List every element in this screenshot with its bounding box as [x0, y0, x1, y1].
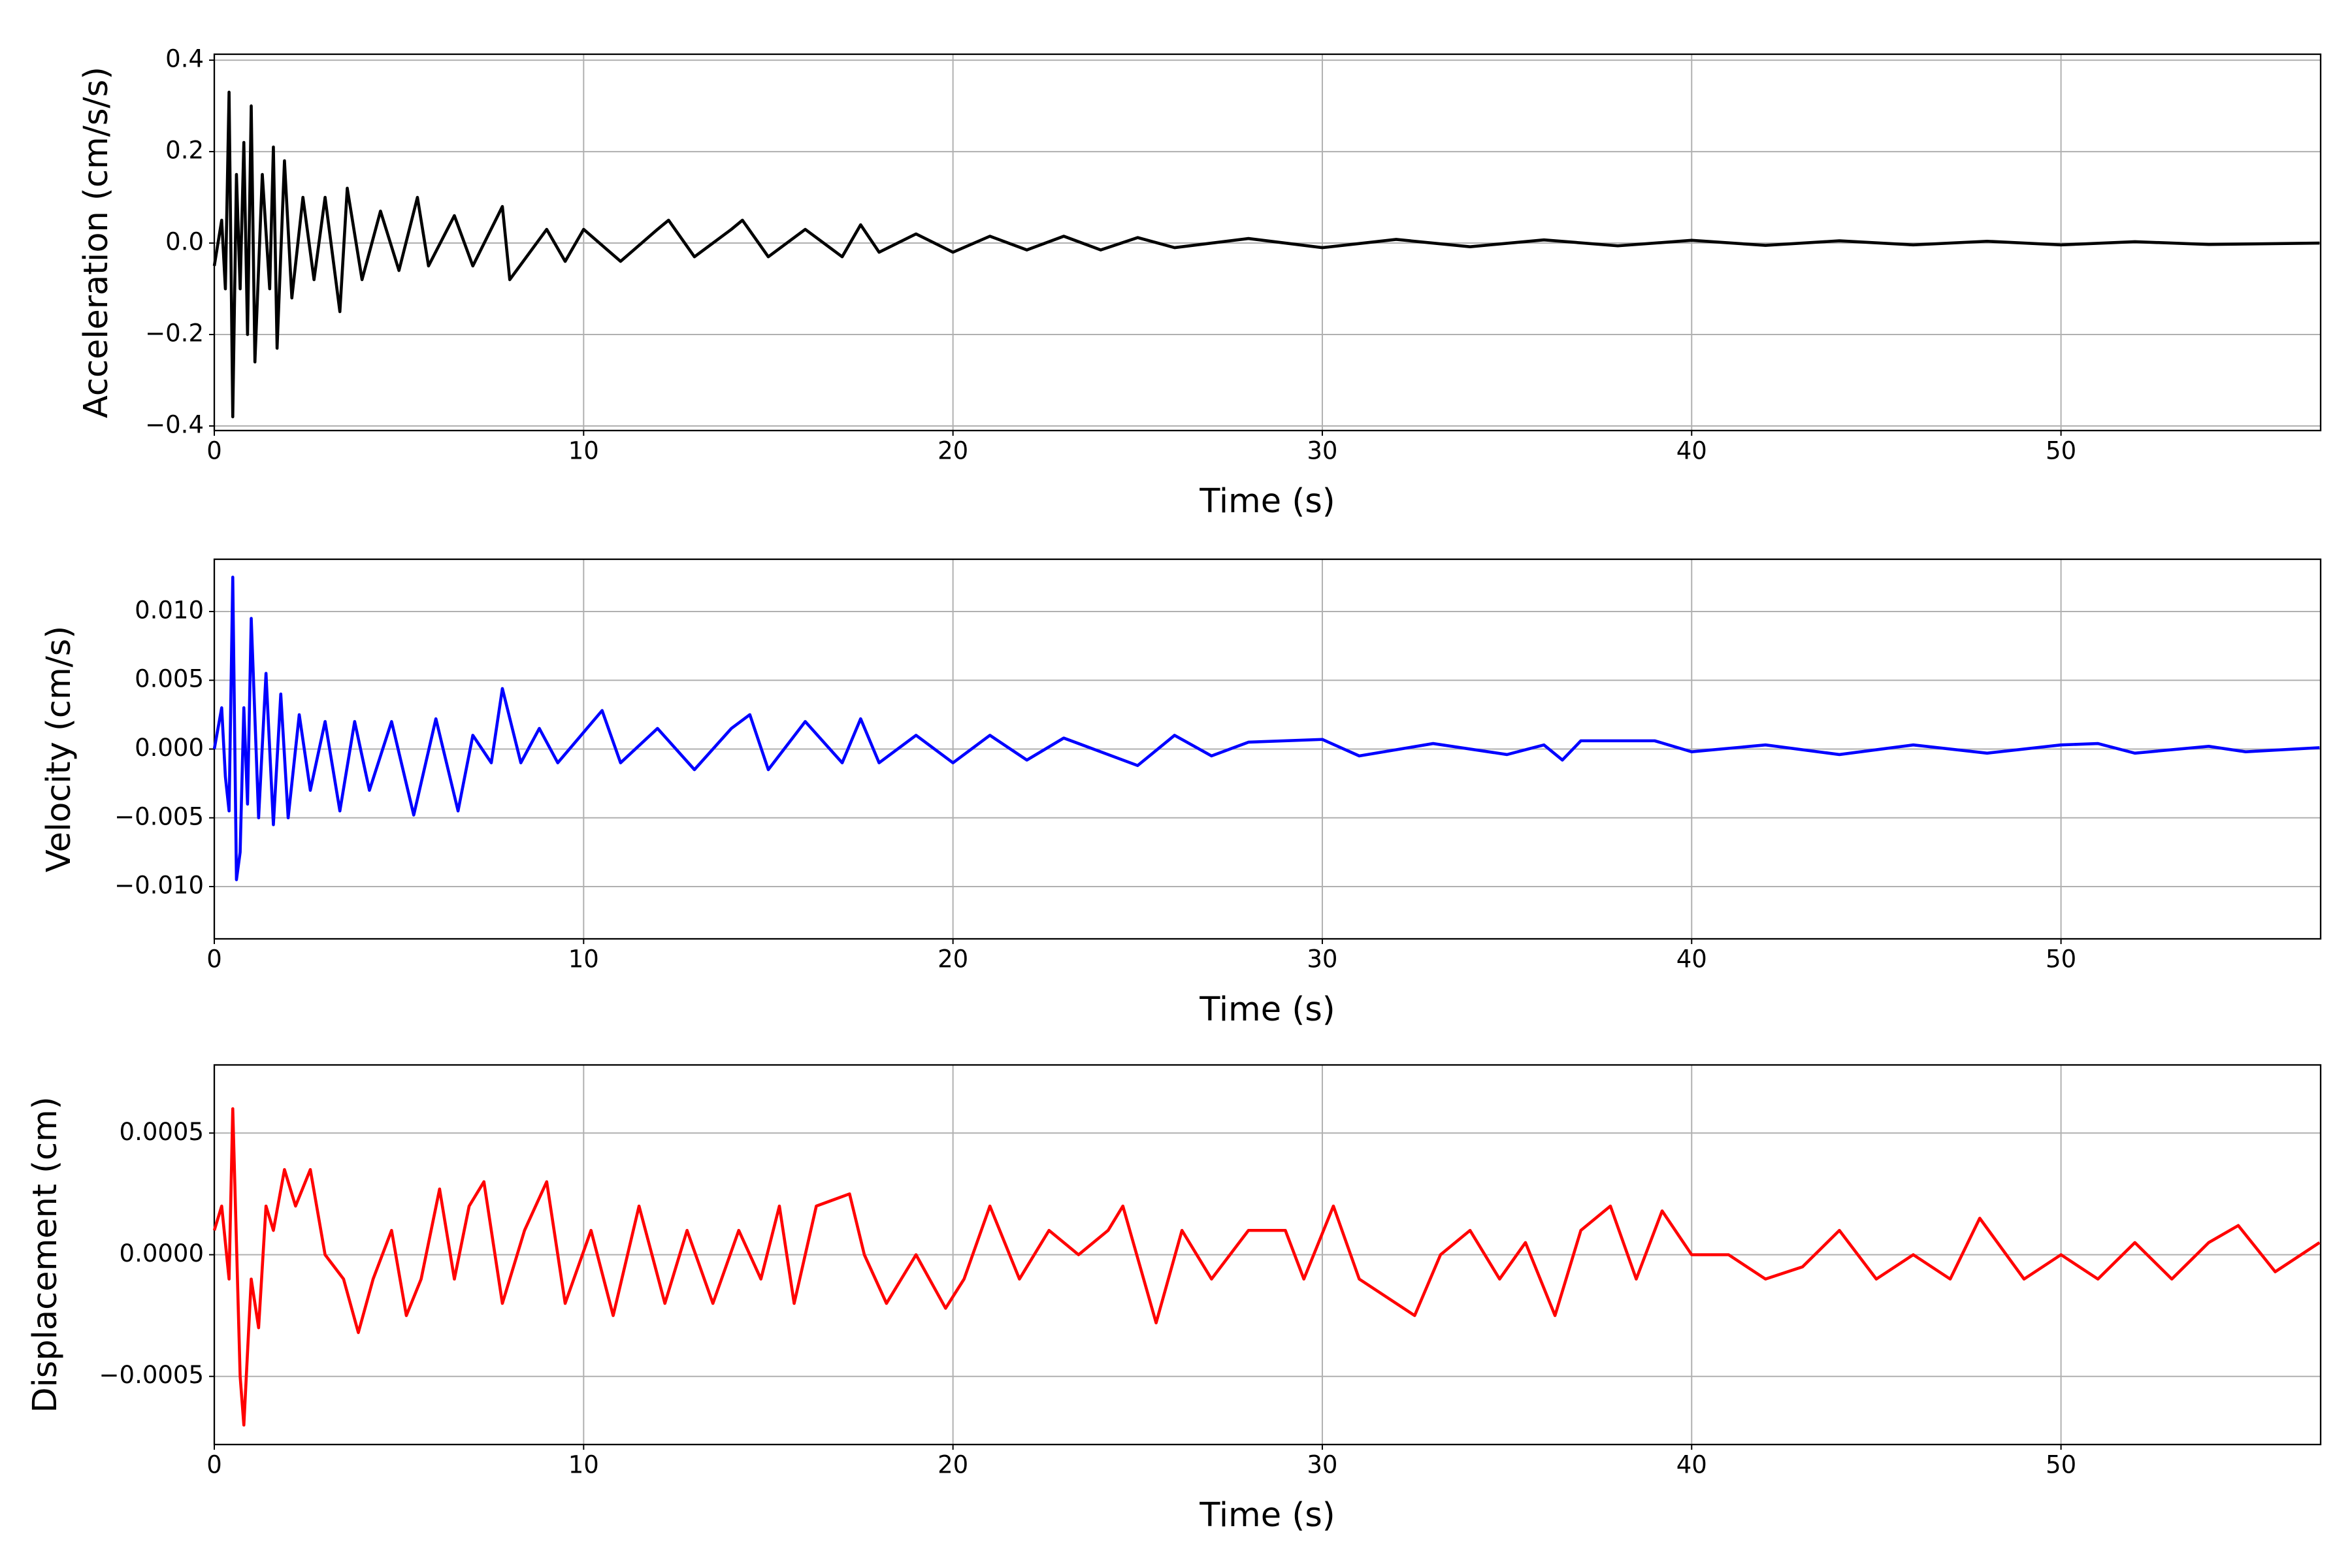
y-tick-label: 0.000	[135, 734, 204, 762]
x-tick-label: 50	[2046, 945, 2076, 973]
y-tick-label: 0.0005	[120, 1118, 204, 1146]
axes-frame	[213, 53, 2322, 432]
subplot: 0 10 20 30 40 50 −0.0005 0.0000 0.0005 Time (s) Di…	[26, 1064, 2322, 1535]
y-tick-label: 0.010	[135, 596, 204, 624]
x-axis-label: Time (s)	[1199, 1496, 1335, 1535]
x-tick-label: 0	[206, 437, 222, 465]
data-line	[212, 576, 2320, 881]
y-tick-label: −0.4	[145, 411, 204, 439]
x-tick-label: 50	[2046, 437, 2076, 465]
x-tick-label: 50	[2046, 1451, 2076, 1479]
x-tick-label: 30	[1307, 1451, 1337, 1479]
x-tick-label: 40	[1676, 945, 1707, 973]
y-tick-label: −0.2	[145, 319, 204, 348]
x-tick-label: 30	[1307, 945, 1337, 973]
data-line	[212, 1107, 2321, 1427]
subplot: 0 10 20 30 40 50 −0.010 −0.005 0.000 0.005 0.010 Ti…	[40, 558, 2322, 1029]
x-tick-label: 40	[1676, 437, 1707, 465]
x-tick-label: 20	[938, 1451, 968, 1479]
x-axis-label: Time (s)	[1199, 482, 1335, 521]
y-tick-label: 0.0000	[120, 1239, 204, 1267]
x-axis-label: Time (s)	[1199, 990, 1335, 1029]
axes-frame	[213, 1064, 2322, 1446]
y-tick-label: 0.005	[135, 665, 204, 693]
y-tick-label: 0.4	[165, 45, 204, 73]
y-tick-label: 0.0	[165, 228, 204, 256]
y-tick-label: 0.2	[165, 137, 204, 165]
x-tick-label: 10	[568, 945, 599, 973]
y-tick-label: −0.010	[114, 872, 204, 900]
y-axis-label: Displacement (cm)	[26, 1096, 65, 1413]
y-tick-label: −0.0005	[99, 1361, 204, 1389]
subplot: 0 10 20 30 40 50 −0.4 −0.2 0.0 0.2 0.4 Time (s) Acce…	[77, 45, 2322, 521]
x-tick-label: 0	[206, 945, 222, 973]
x-tick-label: 10	[568, 437, 599, 465]
x-tick-label: 30	[1307, 437, 1337, 465]
x-tick-label: 10	[568, 1451, 599, 1479]
x-tick-label: 0	[206, 1451, 222, 1479]
x-tick-label: 20	[938, 945, 968, 973]
y-axis-label: Acceleration (cm/s/s)	[77, 67, 116, 418]
x-tick-label: 20	[938, 437, 968, 465]
data-line	[212, 90, 2320, 419]
x-tick-label: 40	[1676, 1451, 1707, 1479]
y-tick-label: −0.005	[114, 802, 204, 830]
y-axis-label: Velocity (cm/s)	[40, 626, 78, 873]
